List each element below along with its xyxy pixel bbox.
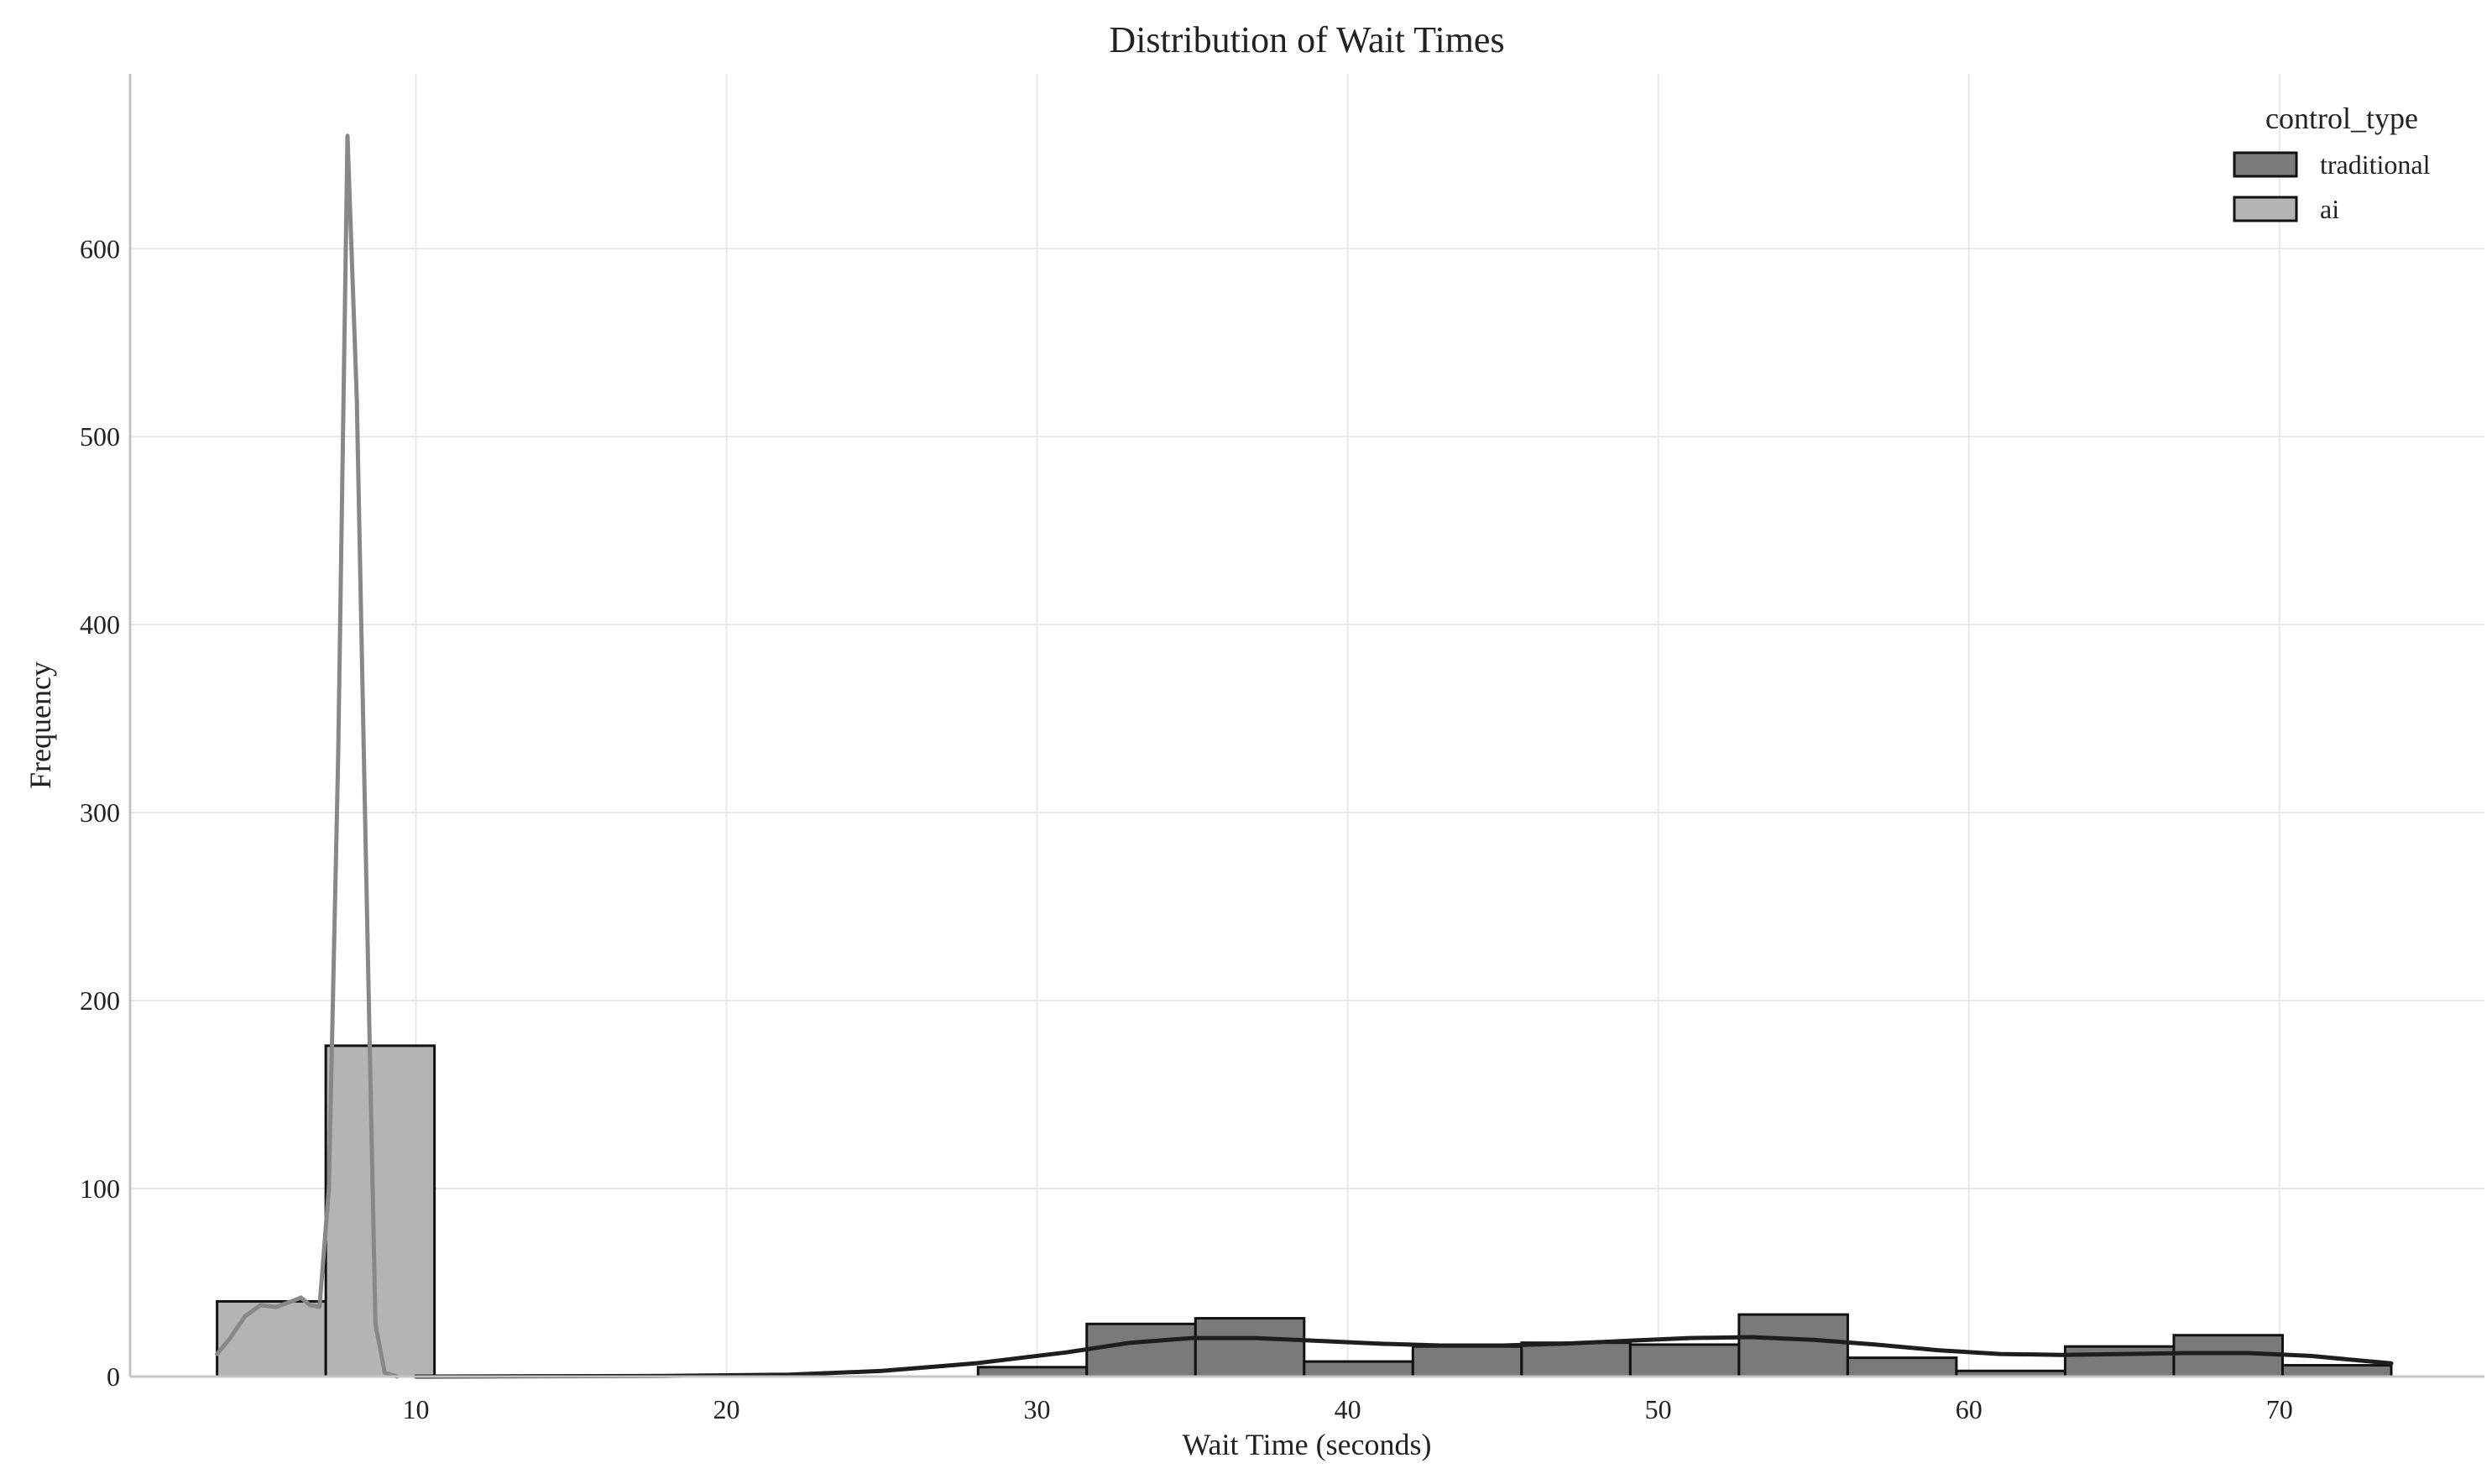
y-tick-label: 500 <box>80 421 120 452</box>
bar-traditional <box>1846 1356 1958 1378</box>
legend-swatch-traditional <box>2233 151 2298 178</box>
bar-traditional <box>976 1366 1089 1378</box>
bar-traditional <box>1628 1343 1741 1378</box>
bar-traditional <box>1303 1360 1414 1378</box>
bar-traditional <box>1085 1322 1197 1378</box>
y-tick-label: 400 <box>80 609 120 640</box>
x-tick-label: 10 <box>402 1394 429 1424</box>
bar-ai <box>216 1299 327 1378</box>
kde-curves <box>215 133 2394 1379</box>
bar-traditional <box>1737 1313 1849 1378</box>
legend-label-traditional: traditional <box>2320 149 2431 180</box>
y-tick-label: 100 <box>80 1173 120 1204</box>
x-tick-label: 70 <box>2266 1394 2293 1424</box>
x-axis-label: Wait Time (seconds) <box>1182 1428 1431 1461</box>
y-axis-label: Frequency <box>24 661 57 789</box>
gridlines <box>130 74 2484 1377</box>
kde-line-ai <box>215 133 400 1379</box>
bar-traditional <box>1411 1345 1523 1378</box>
x-tick-label: 40 <box>1335 1394 1361 1424</box>
x-tick-label: 20 <box>713 1394 740 1424</box>
bar-traditional <box>2280 1364 2393 1378</box>
y-tick-label: 300 <box>80 797 120 828</box>
bar-traditional <box>1194 1317 1306 1378</box>
x-tick-label: 60 <box>1956 1394 1983 1424</box>
legend-swatch-ai <box>2233 196 2298 222</box>
bar-ai <box>324 1044 436 1378</box>
y-tick-label: 600 <box>80 233 120 264</box>
x-tick-label: 50 <box>1645 1394 1672 1424</box>
y-tick-label: 0 <box>107 1361 120 1392</box>
legend: control_type traditional ai <box>2233 102 2431 224</box>
legend-label-ai: ai <box>2320 194 2339 224</box>
histogram-bars <box>216 1044 2393 1378</box>
legend-title: control_type <box>2265 102 2418 135</box>
x-tick-label: 30 <box>1024 1394 1051 1424</box>
tick-labels: 10 20 30 40 50 60 70 0 100 200 300 400 500 600 <box>80 233 2293 1424</box>
bar-traditional <box>1520 1341 1632 1378</box>
axes <box>128 74 2484 1378</box>
kde-line-traditional <box>413 1335 2394 1379</box>
y-tick-label: 200 <box>80 985 120 1016</box>
bar-traditional <box>2063 1345 2176 1378</box>
chart-title: Distribution of Wait Times <box>1109 19 1504 60</box>
